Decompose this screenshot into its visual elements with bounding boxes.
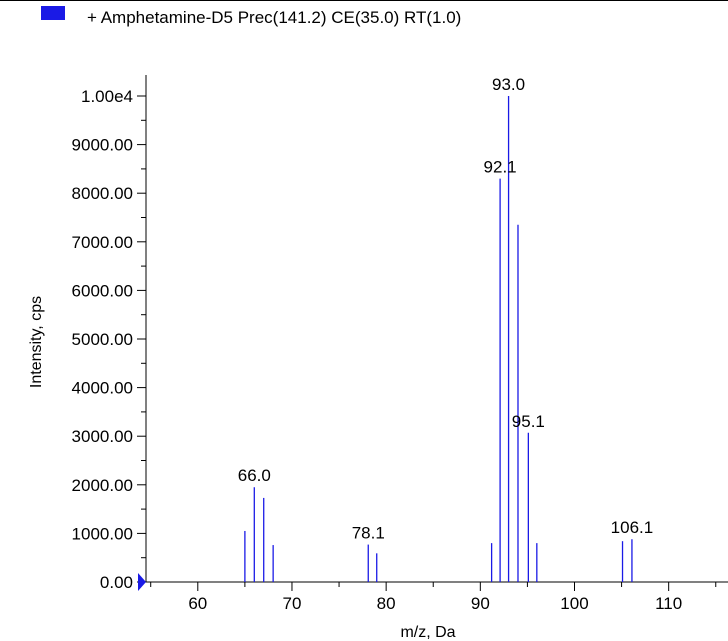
peak-label: 93.0 [492, 75, 525, 94]
peak-label: 78.1 [352, 524, 385, 543]
peak-label: 95.1 [512, 412, 545, 431]
y-tick-label: 6000.00 [72, 281, 133, 300]
x-tick-label: 90 [471, 594, 490, 613]
y-axis-title: Intensity, cps [28, 296, 45, 388]
peak-label: 106.1 [611, 518, 654, 537]
peak-label: 92.1 [484, 158, 517, 177]
axes: 0.00 1000.00 2000.00 3000.00 4000.00 5000.00 6… [72, 75, 728, 613]
x-tick-label: 80 [377, 594, 396, 613]
x-tick-label: 100 [560, 594, 588, 613]
x-tick-label: 60 [188, 594, 207, 613]
peak-label: 66.0 [238, 466, 271, 485]
y-tick-label: 8000.00 [72, 184, 133, 203]
y-tick-label: 5000.00 [72, 330, 133, 349]
y-tick-label: 7000.00 [72, 233, 133, 252]
x-axis-title: m/z, Da [400, 624, 455, 641]
legend-swatch [41, 6, 65, 20]
x-tick-label: 110 [655, 594, 682, 613]
y-tick-label: 4000.00 [72, 379, 133, 398]
baseline-marker [138, 573, 146, 591]
y-tick-label: 1000.00 [72, 524, 133, 543]
y-tick-label: 0.00 [100, 573, 133, 592]
legend-label: + Amphetamine-D5 Prec(141.2) CE(35.0) RT… [87, 8, 461, 27]
x-tick-label: 70 [283, 594, 302, 613]
y-tick-label: 3000.00 [72, 427, 133, 446]
peak-labels: 66.0 78.1 92.1 93.0 95.1 106.1 [238, 75, 653, 543]
y-tick-label: 2000.00 [72, 476, 133, 495]
y-tick-label: 9000.00 [72, 136, 133, 155]
peaks [244, 96, 633, 582]
y-tick-label: 1.00e4 [81, 87, 133, 106]
